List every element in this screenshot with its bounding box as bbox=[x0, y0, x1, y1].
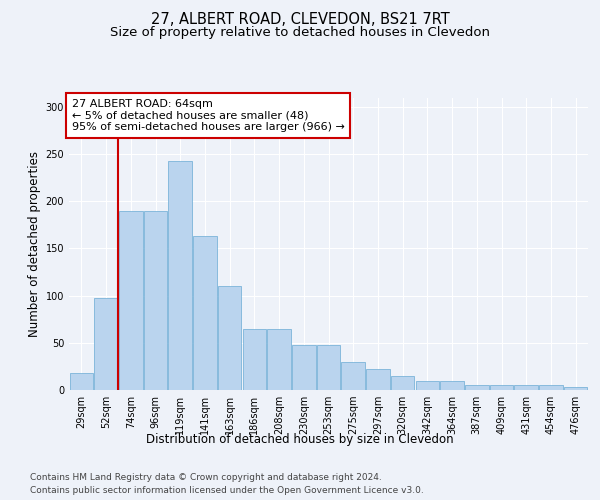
Bar bbox=[169, 160, 192, 390]
Bar bbox=[465, 386, 488, 390]
Text: Contains public sector information licensed under the Open Government Licence v3: Contains public sector information licen… bbox=[30, 486, 424, 495]
Bar bbox=[391, 376, 415, 390]
Text: 27, ALBERT ROAD, CLEVEDON, BS21 7RT: 27, ALBERT ROAD, CLEVEDON, BS21 7RT bbox=[151, 12, 449, 28]
Bar bbox=[218, 286, 241, 390]
Bar bbox=[119, 210, 143, 390]
Bar bbox=[144, 210, 167, 390]
Bar bbox=[490, 386, 513, 390]
Text: Contains HM Land Registry data © Crown copyright and database right 2024.: Contains HM Land Registry data © Crown c… bbox=[30, 472, 382, 482]
Bar bbox=[70, 373, 93, 390]
Text: 27 ALBERT ROAD: 64sqm
← 5% of detached houses are smaller (48)
95% of semi-detac: 27 ALBERT ROAD: 64sqm ← 5% of detached h… bbox=[71, 99, 344, 132]
Text: Distribution of detached houses by size in Clevedon: Distribution of detached houses by size … bbox=[146, 432, 454, 446]
Text: Size of property relative to detached houses in Clevedon: Size of property relative to detached ho… bbox=[110, 26, 490, 39]
Bar bbox=[539, 386, 563, 390]
Bar bbox=[440, 380, 464, 390]
Bar bbox=[514, 386, 538, 390]
Bar bbox=[193, 236, 217, 390]
Bar bbox=[564, 387, 587, 390]
Y-axis label: Number of detached properties: Number of detached properties bbox=[28, 151, 41, 337]
Bar bbox=[292, 344, 316, 390]
Bar bbox=[366, 369, 389, 390]
Bar bbox=[268, 328, 291, 390]
Bar bbox=[341, 362, 365, 390]
Bar bbox=[242, 328, 266, 390]
Bar bbox=[416, 380, 439, 390]
Bar bbox=[94, 298, 118, 390]
Bar bbox=[317, 344, 340, 390]
